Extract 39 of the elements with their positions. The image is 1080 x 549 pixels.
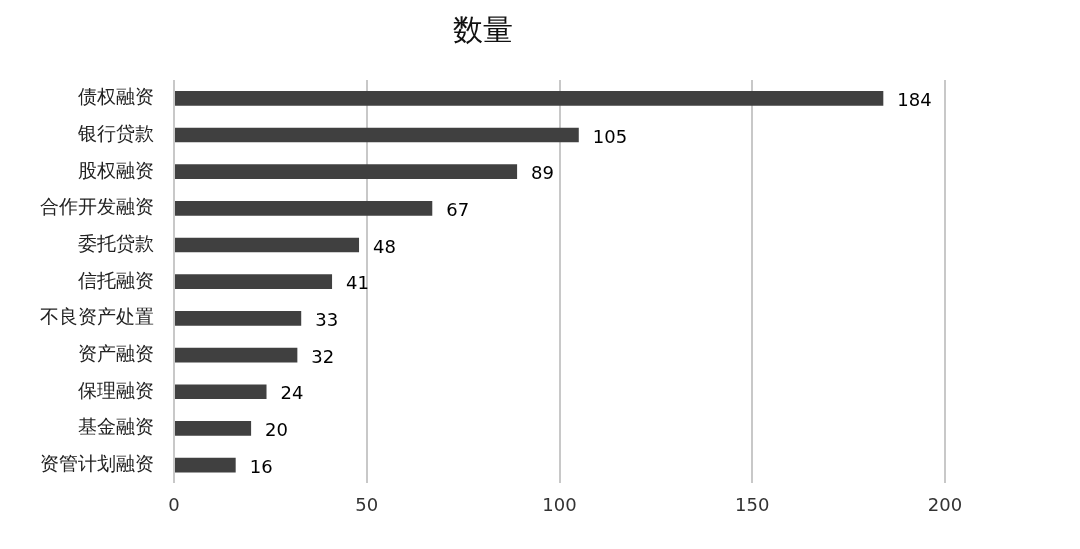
x-tick-label: 50 [355, 493, 379, 515]
y-tick-label: 保理融资 [78, 378, 154, 401]
x-tick-label: 200 [927, 493, 963, 515]
data-label: 184 [897, 89, 932, 111]
bar [175, 237, 360, 253]
bar [175, 274, 333, 290]
y-tick-label: 股权融资 [78, 158, 154, 181]
bar [175, 347, 298, 363]
y-tick-label: 基金融资 [78, 415, 154, 438]
data-label: 89 [531, 162, 554, 184]
bar [175, 384, 267, 400]
y-tick-label: 合作开发融资 [40, 195, 154, 218]
y-tick-label: 委托贷款 [78, 231, 154, 254]
y-tick-label: 资管计划融资 [40, 452, 154, 474]
y-tick-label: 资产融资 [78, 341, 154, 364]
x-tick-label: 150 [735, 493, 770, 515]
y-tick-label: 债权融资 [78, 85, 154, 108]
data-label: 32 [311, 345, 335, 367]
bar [175, 91, 884, 106]
chart-title: 数量 [452, 11, 513, 47]
data-label: 48 [373, 235, 396, 257]
data-label: 33 [315, 309, 339, 331]
data-label: 41 [346, 272, 369, 294]
bar [175, 311, 302, 326]
x-tick-label: 100 [542, 493, 577, 515]
bar [175, 127, 579, 143]
data-label: 20 [265, 419, 289, 441]
y-tick-label: 信托融资 [78, 268, 154, 291]
x-tick-label: 0 [168, 493, 180, 515]
data-label: 67 [446, 199, 470, 221]
data-label: 16 [249, 455, 273, 477]
data-label: 24 [280, 382, 304, 404]
data-label: 105 [592, 125, 628, 147]
bar [175, 421, 252, 436]
bar [175, 164, 518, 180]
y-tick-label: 银行贷款 [77, 121, 154, 144]
y-tick-label: 不良资产处置 [40, 305, 154, 328]
bar [175, 201, 433, 216]
bar [175, 457, 236, 473]
